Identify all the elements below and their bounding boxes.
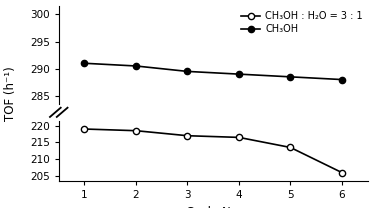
Text: TOF (h⁻¹): TOF (h⁻¹) xyxy=(4,66,17,121)
Legend: CH₃OH : H₂O = 3 : 1, CH₃OH: CH₃OH : H₂O = 3 : 1, CH₃OH xyxy=(241,11,363,34)
X-axis label: Cycle No.: Cycle No. xyxy=(185,206,241,208)
